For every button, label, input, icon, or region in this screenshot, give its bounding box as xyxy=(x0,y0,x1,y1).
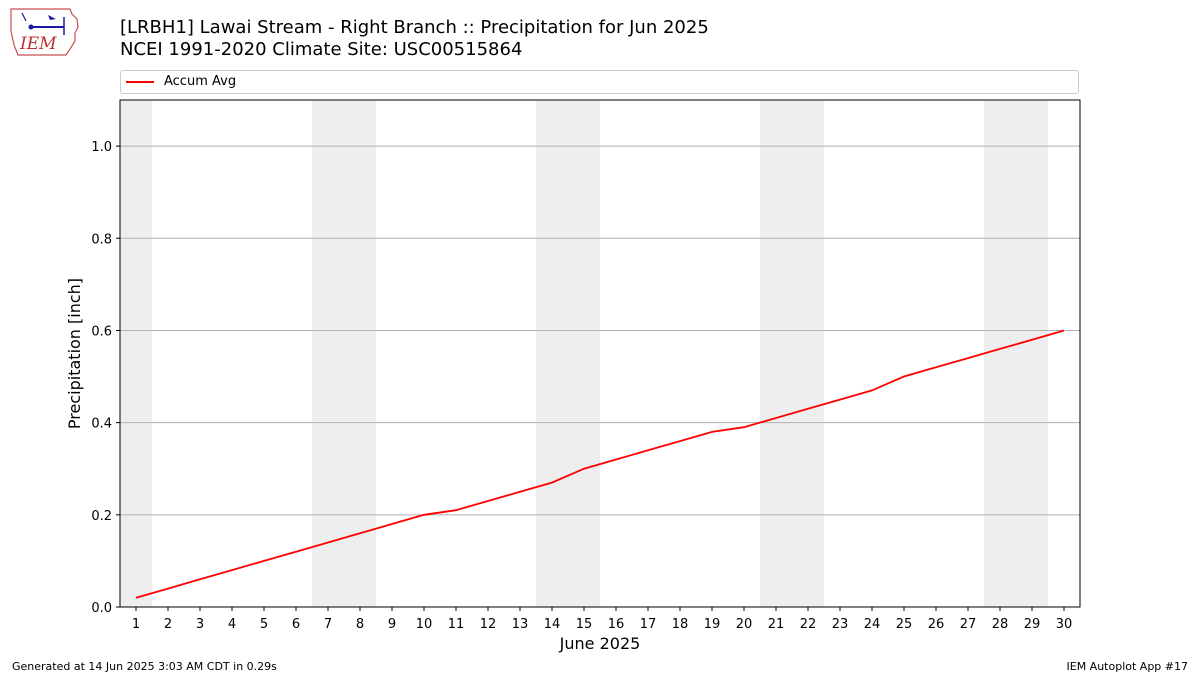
x-tick-label: 13 xyxy=(512,617,529,632)
footer-generated-text: Generated at 14 Jun 2025 3:03 AM CDT in … xyxy=(12,660,277,673)
weekend-band xyxy=(120,100,152,607)
iem-logo: IEM xyxy=(10,8,79,56)
x-tick-label: 22 xyxy=(800,617,817,632)
chart-subtitle: NCEI 1991-2020 Climate Site: USC00515864 xyxy=(120,39,523,60)
x-tick-label: 7 xyxy=(324,617,332,632)
weather-station-icon xyxy=(21,12,65,35)
x-tick-label: 9 xyxy=(388,617,396,632)
x-tick-label: 28 xyxy=(992,617,1009,632)
legend: Accum Avg xyxy=(120,70,1079,94)
weekend-band xyxy=(760,100,824,607)
x-tick-label: 10 xyxy=(416,617,433,632)
weekend-band xyxy=(536,100,600,607)
x-tick-label: 18 xyxy=(672,617,689,632)
x-tick-label: 29 xyxy=(1024,617,1041,632)
x-tick-label: 3 xyxy=(196,617,204,632)
x-tick-label: 19 xyxy=(704,617,721,632)
y-axis-label: Precipitation [inch] xyxy=(65,278,84,429)
x-tick-label: 4 xyxy=(228,617,236,632)
x-tick-label: 8 xyxy=(356,617,364,632)
iowa-outline-shape xyxy=(10,8,79,56)
x-tick-label: 23 xyxy=(832,617,849,632)
weekend-band xyxy=(312,100,376,607)
x-tick-label: 20 xyxy=(736,617,753,632)
chart-title: [LRBH1] Lawai Stream - Right Branch :: P… xyxy=(120,17,709,38)
x-tick-label: 16 xyxy=(608,617,625,632)
plot-frame xyxy=(119,99,1081,608)
y-tick-label: 1.0 xyxy=(91,140,112,155)
logo-text: IEM xyxy=(19,34,57,54)
y-tick-label: 0.6 xyxy=(91,324,112,339)
weekend-band xyxy=(984,100,1048,607)
x-tick-label: 14 xyxy=(544,617,561,632)
x-tick-label: 30 xyxy=(1056,617,1073,632)
y-tick-label: 0.0 xyxy=(91,601,112,616)
legend-line-swatch xyxy=(126,81,154,83)
series-line-accum-avg xyxy=(135,329,1065,599)
y-tick-label: 0.8 xyxy=(91,232,112,247)
x-tick-label: 11 xyxy=(448,617,465,632)
x-tick-label: 1 xyxy=(132,617,140,632)
x-tick-label: 17 xyxy=(640,617,657,632)
x-tick-label: 26 xyxy=(928,617,945,632)
legend-label: Accum Avg xyxy=(164,74,237,89)
x-tick-label: 5 xyxy=(260,617,268,632)
x-tick-label: 6 xyxy=(292,617,300,632)
footer-app-text: IEM Autoplot App #17 xyxy=(1066,660,1189,673)
x-tick-label: 27 xyxy=(960,617,977,632)
x-tick-label: 2 xyxy=(164,617,172,632)
x-tick-label: 15 xyxy=(576,617,593,632)
x-tick-label: 12 xyxy=(480,617,497,632)
x-tick-label: 25 xyxy=(896,617,913,632)
x-axis-label: June 2025 xyxy=(559,634,641,653)
x-tick-label: 24 xyxy=(864,617,881,632)
y-tick-label: 0.4 xyxy=(91,417,112,432)
y-tick-label: 0.2 xyxy=(91,509,112,524)
x-tick-label: 21 xyxy=(768,617,785,632)
